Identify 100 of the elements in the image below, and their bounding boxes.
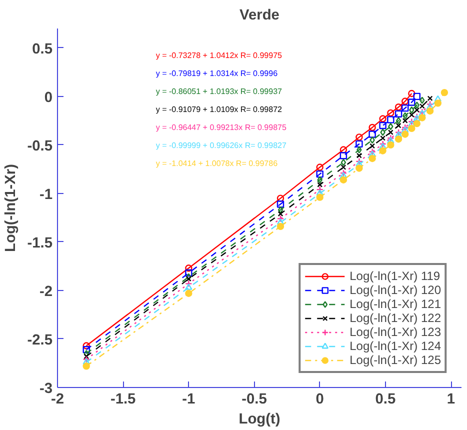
point xyxy=(368,124,376,132)
point xyxy=(414,107,420,113)
point xyxy=(388,130,394,136)
point xyxy=(186,273,192,280)
x-tick-label: 0.5 xyxy=(375,392,396,408)
point xyxy=(368,130,376,138)
point xyxy=(434,95,442,102)
annotation: y = -1.0414 + 1.0078x R= 0.99786 xyxy=(156,158,278,168)
point xyxy=(356,140,363,148)
point xyxy=(82,346,90,354)
y-tick-label: -2.5 xyxy=(27,332,53,348)
point xyxy=(394,104,402,111)
point xyxy=(419,103,425,109)
legend-label: Log(-ln(1-Xr) 120 xyxy=(350,283,441,297)
point xyxy=(394,110,402,118)
point xyxy=(379,140,386,148)
point xyxy=(185,264,192,272)
point xyxy=(316,189,324,196)
legend-label: Log(-ln(1-Xr) 122 xyxy=(350,311,441,325)
point xyxy=(340,164,346,170)
point xyxy=(316,186,324,194)
point xyxy=(401,126,409,133)
annotation: y = -0.91079 + 1.0109x R= 0.99872 xyxy=(156,105,283,114)
point xyxy=(186,276,192,282)
point xyxy=(276,194,284,202)
point xyxy=(340,169,348,177)
annotation: y = -0.79819 + 1.0314x R= 0.9996 xyxy=(156,69,278,78)
point xyxy=(368,150,376,157)
annotation: y = -0.73278 + 1.0412x R= 0.99975 xyxy=(156,51,283,60)
point xyxy=(401,124,409,132)
point xyxy=(340,146,348,154)
point xyxy=(316,164,324,171)
point xyxy=(426,103,434,110)
point xyxy=(82,362,90,370)
point xyxy=(278,211,284,217)
point xyxy=(368,154,376,162)
point xyxy=(440,88,448,96)
point xyxy=(426,107,434,115)
point xyxy=(185,280,192,288)
point xyxy=(340,176,348,184)
annotation: y = -0.96447 + 0.99213x R= 0.99875 xyxy=(156,122,287,132)
point xyxy=(185,290,192,297)
legend-label: Log(-ln(1-Xr) 119 xyxy=(350,269,440,283)
point xyxy=(394,128,402,136)
point xyxy=(401,104,409,112)
point xyxy=(356,160,363,167)
point xyxy=(408,98,416,106)
point xyxy=(82,356,90,363)
legend-label: Log(-ln(1-Xr) 121 xyxy=(350,297,441,311)
point xyxy=(380,128,386,136)
point xyxy=(379,147,386,154)
point xyxy=(402,118,408,124)
y-axis-title: Log(-ln(1-Xr) xyxy=(3,164,20,252)
x-tick-label: 1 xyxy=(446,392,456,408)
chart-title: Verde xyxy=(240,8,280,24)
point xyxy=(396,117,402,124)
point xyxy=(316,170,324,178)
legend-label: Log(-ln(1-Xr) 123 xyxy=(350,325,441,339)
point xyxy=(420,96,425,104)
point xyxy=(340,172,348,178)
point xyxy=(356,164,363,172)
point xyxy=(387,109,394,117)
y-tick-label: -0.5 xyxy=(27,138,53,154)
point xyxy=(426,100,434,108)
point xyxy=(276,215,284,222)
point xyxy=(379,122,386,130)
x-axis-title: Log(t) xyxy=(238,412,280,428)
x-tick-label: -1.5 xyxy=(110,392,136,408)
point xyxy=(370,143,376,149)
point xyxy=(427,96,433,102)
point xyxy=(276,222,284,230)
point xyxy=(387,141,394,149)
point xyxy=(413,120,421,128)
point xyxy=(414,102,420,109)
point xyxy=(408,124,416,132)
point xyxy=(394,131,402,138)
point xyxy=(82,358,90,365)
point xyxy=(402,112,408,120)
point xyxy=(317,176,322,184)
legend-label: Log(-ln(1-Xr) 124 xyxy=(350,339,441,353)
point xyxy=(356,152,362,158)
point xyxy=(379,115,386,122)
point xyxy=(413,92,421,100)
point xyxy=(278,206,284,214)
x-tick-label: 0 xyxy=(316,392,324,408)
point xyxy=(340,158,346,166)
point xyxy=(185,269,192,277)
point xyxy=(394,136,402,143)
point xyxy=(379,142,386,150)
annotation: y = -0.99999 + 0.99626x R= 0.99827 xyxy=(156,140,287,150)
point xyxy=(317,182,323,188)
y-tick-label: 0.5 xyxy=(32,41,52,58)
point xyxy=(396,122,402,128)
point xyxy=(276,218,284,225)
x-tick-label: -2 xyxy=(50,392,64,408)
point xyxy=(356,146,362,154)
point xyxy=(84,354,90,360)
point xyxy=(340,152,348,160)
point xyxy=(356,134,363,141)
legend-label: Log(-ln(1-Xr) 125 xyxy=(350,353,441,367)
